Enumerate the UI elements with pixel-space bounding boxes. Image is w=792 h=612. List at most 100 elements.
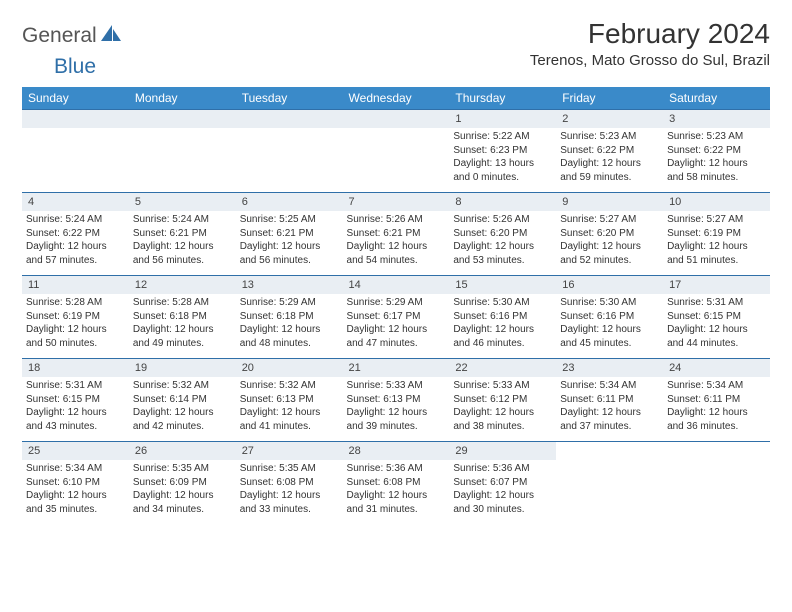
sunrise-line: Sunrise: 5:30 AM: [453, 296, 552, 310]
day-detail-cell: Sunrise: 5:25 AMSunset: 6:21 PMDaylight:…: [236, 211, 343, 276]
daylight-line-1: Daylight: 12 hours: [240, 489, 339, 503]
daylight-line-1: Daylight: 12 hours: [26, 489, 125, 503]
daylight-line-2: and 39 minutes.: [347, 420, 446, 434]
day-detail-cell: Sunrise: 5:33 AMSunset: 6:12 PMDaylight:…: [449, 377, 556, 442]
daylight-line-2: and 56 minutes.: [133, 254, 232, 268]
daylight-line-2: and 58 minutes.: [667, 171, 766, 185]
day-number-cell: 15: [449, 276, 556, 295]
sunrise-line: Sunrise: 5:24 AM: [133, 213, 232, 227]
day-number-cell: 3: [663, 110, 770, 129]
sunrise-line: Sunrise: 5:34 AM: [560, 379, 659, 393]
detail-row: Sunrise: 5:28 AMSunset: 6:19 PMDaylight:…: [22, 294, 770, 359]
daylight-line-1: Daylight: 12 hours: [667, 240, 766, 254]
dow-wed: Wednesday: [343, 87, 450, 110]
sunset-line: Sunset: 6:14 PM: [133, 393, 232, 407]
daynum-row: 2526272829: [22, 442, 770, 461]
sunrise-line: Sunrise: 5:25 AM: [240, 213, 339, 227]
dow-thu: Thursday: [449, 87, 556, 110]
daylight-line-2: and 56 minutes.: [240, 254, 339, 268]
daylight-line-2: and 36 minutes.: [667, 420, 766, 434]
day-number-cell: [343, 110, 450, 129]
sunset-line: Sunset: 6:13 PM: [347, 393, 446, 407]
sunset-line: Sunset: 6:20 PM: [560, 227, 659, 241]
sunrise-line: Sunrise: 5:28 AM: [26, 296, 125, 310]
daylight-line-2: and 35 minutes.: [26, 503, 125, 517]
day-number-cell: [129, 110, 236, 129]
day-detail-cell: Sunrise: 5:23 AMSunset: 6:22 PMDaylight:…: [663, 128, 770, 193]
day-number-cell: 24: [663, 359, 770, 378]
sunrise-line: Sunrise: 5:26 AM: [347, 213, 446, 227]
daylight-line-1: Daylight: 12 hours: [667, 406, 766, 420]
sunrise-line: Sunrise: 5:31 AM: [26, 379, 125, 393]
dow-header-row: Sunday Monday Tuesday Wednesday Thursday…: [22, 87, 770, 110]
daylight-line-2: and 51 minutes.: [667, 254, 766, 268]
daylight-line-1: Daylight: 13 hours: [453, 157, 552, 171]
daylight-line-1: Daylight: 12 hours: [560, 323, 659, 337]
location-text: Terenos, Mato Grosso do Sul, Brazil: [530, 52, 770, 69]
day-number-cell: [236, 110, 343, 129]
sunset-line: Sunset: 6:10 PM: [26, 476, 125, 490]
sunrise-line: Sunrise: 5:35 AM: [133, 462, 232, 476]
day-detail-cell: [236, 128, 343, 193]
sunrise-line: Sunrise: 5:23 AM: [667, 130, 766, 144]
day-number-cell: 23: [556, 359, 663, 378]
daylight-line-1: Daylight: 12 hours: [26, 406, 125, 420]
day-detail-cell: [556, 460, 663, 524]
detail-row: Sunrise: 5:34 AMSunset: 6:10 PMDaylight:…: [22, 460, 770, 524]
sunset-line: Sunset: 6:15 PM: [667, 310, 766, 324]
daylight-line-1: Daylight: 12 hours: [453, 323, 552, 337]
day-detail-cell: [343, 128, 450, 193]
sunrise-line: Sunrise: 5:26 AM: [453, 213, 552, 227]
day-detail-cell: Sunrise: 5:29 AMSunset: 6:18 PMDaylight:…: [236, 294, 343, 359]
daylight-line-1: Daylight: 12 hours: [133, 323, 232, 337]
daynum-row: 11121314151617: [22, 276, 770, 295]
month-title: February 2024: [530, 18, 770, 50]
daylight-line-2: and 59 minutes.: [560, 171, 659, 185]
day-detail-cell: Sunrise: 5:34 AMSunset: 6:10 PMDaylight:…: [22, 460, 129, 524]
day-detail-cell: Sunrise: 5:31 AMSunset: 6:15 PMDaylight:…: [663, 294, 770, 359]
day-detail-cell: Sunrise: 5:35 AMSunset: 6:08 PMDaylight:…: [236, 460, 343, 524]
sunrise-line: Sunrise: 5:35 AM: [240, 462, 339, 476]
sunset-line: Sunset: 6:07 PM: [453, 476, 552, 490]
sunrise-line: Sunrise: 5:32 AM: [240, 379, 339, 393]
sunset-line: Sunset: 6:08 PM: [240, 476, 339, 490]
sunset-line: Sunset: 6:08 PM: [347, 476, 446, 490]
detail-row: Sunrise: 5:22 AMSunset: 6:23 PMDaylight:…: [22, 128, 770, 193]
day-number-cell: 18: [22, 359, 129, 378]
sunrise-line: Sunrise: 5:36 AM: [453, 462, 552, 476]
day-number-cell: [22, 110, 129, 129]
title-block: February 2024 Terenos, Mato Grosso do Su…: [530, 18, 770, 69]
day-detail-cell: Sunrise: 5:28 AMSunset: 6:18 PMDaylight:…: [129, 294, 236, 359]
daylight-line-2: and 34 minutes.: [133, 503, 232, 517]
day-detail-cell: [22, 128, 129, 193]
daylight-line-2: and 43 minutes.: [26, 420, 125, 434]
dow-mon: Monday: [129, 87, 236, 110]
daylight-line-2: and 47 minutes.: [347, 337, 446, 351]
dow-tue: Tuesday: [236, 87, 343, 110]
sunset-line: Sunset: 6:18 PM: [240, 310, 339, 324]
daylight-line-2: and 0 minutes.: [453, 171, 552, 185]
sunset-line: Sunset: 6:18 PM: [133, 310, 232, 324]
sunset-line: Sunset: 6:21 PM: [133, 227, 232, 241]
daylight-line-2: and 44 minutes.: [667, 337, 766, 351]
sunset-line: Sunset: 6:19 PM: [26, 310, 125, 324]
sunrise-line: Sunrise: 5:36 AM: [347, 462, 446, 476]
sunrise-line: Sunrise: 5:29 AM: [347, 296, 446, 310]
sunset-line: Sunset: 6:22 PM: [560, 144, 659, 158]
daylight-line-2: and 53 minutes.: [453, 254, 552, 268]
daylight-line-2: and 42 minutes.: [133, 420, 232, 434]
day-number-cell: [663, 442, 770, 461]
day-number-cell: 27: [236, 442, 343, 461]
day-number-cell: 9: [556, 193, 663, 212]
dow-sat: Saturday: [663, 87, 770, 110]
sunrise-line: Sunrise: 5:28 AM: [133, 296, 232, 310]
day-detail-cell: Sunrise: 5:31 AMSunset: 6:15 PMDaylight:…: [22, 377, 129, 442]
day-number-cell: 28: [343, 442, 450, 461]
day-detail-cell: Sunrise: 5:30 AMSunset: 6:16 PMDaylight:…: [449, 294, 556, 359]
daylight-line-2: and 38 minutes.: [453, 420, 552, 434]
day-detail-cell: Sunrise: 5:26 AMSunset: 6:20 PMDaylight:…: [449, 211, 556, 276]
daylight-line-1: Daylight: 12 hours: [26, 240, 125, 254]
sunrise-line: Sunrise: 5:27 AM: [667, 213, 766, 227]
day-detail-cell: Sunrise: 5:35 AMSunset: 6:09 PMDaylight:…: [129, 460, 236, 524]
daylight-line-2: and 52 minutes.: [560, 254, 659, 268]
